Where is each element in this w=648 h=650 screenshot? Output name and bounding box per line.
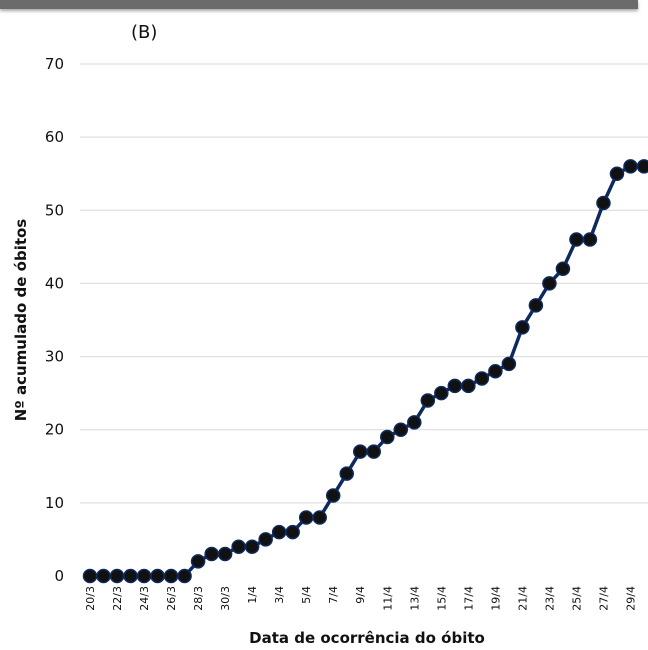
x-tick-label: 15/4 (435, 586, 448, 611)
data-point (582, 232, 598, 247)
x-tick-label: 9/4 (354, 586, 367, 604)
data-point (420, 393, 436, 408)
data-point (285, 524, 300, 540)
data-point (515, 320, 530, 335)
data-point (488, 363, 503, 379)
x-tick-label: 29/4 (624, 586, 637, 611)
data-point (271, 524, 287, 540)
data-point (325, 488, 341, 503)
data-point (474, 371, 490, 386)
data-point (244, 539, 260, 554)
data-point (352, 444, 368, 459)
header-bar (0, 0, 638, 9)
gridlines (80, 63, 648, 504)
y-tick-label: 0 (54, 567, 64, 585)
data-point (150, 568, 165, 584)
x-tick-label: 24/3 (138, 586, 151, 611)
y-tick-label: 50 (45, 201, 64, 219)
data-point (542, 276, 557, 291)
data-point (380, 429, 395, 445)
y-tick-labels: 0 10 20 30 40 50 60 70 (45, 55, 64, 585)
data-point (231, 539, 246, 554)
x-tick-label: 28/3 (192, 586, 205, 611)
y-axis-title: Nº acumulado de óbitos (12, 219, 30, 422)
x-tick-label: 21/4 (516, 586, 529, 611)
data-point (123, 568, 138, 584)
x-tick-label: 13/4 (408, 586, 421, 611)
y-tick-label: 10 (45, 494, 64, 512)
data-point (555, 261, 571, 277)
data-points (82, 159, 648, 584)
data-point (609, 166, 625, 181)
x-tick-label: 7/4 (327, 586, 340, 604)
data-point (339, 466, 354, 481)
x-tick-label: 19/4 (489, 586, 502, 611)
data-point (434, 385, 449, 401)
x-tick-label: 22/3 (111, 586, 124, 611)
x-tick-label: 25/4 (570, 586, 583, 611)
data-point (312, 510, 327, 525)
data-point (217, 546, 233, 562)
x-tick-label: 26/3 (165, 586, 178, 611)
data-point (461, 378, 476, 394)
data-point (393, 422, 409, 437)
data-point (82, 568, 98, 584)
x-tick-label: 20/3 (84, 586, 97, 611)
x-tick-label: 23/4 (543, 586, 556, 611)
data-point (177, 568, 192, 584)
data-point (501, 356, 517, 372)
x-tick-label: 27/4 (597, 586, 610, 611)
x-tick-label: 1/4 (246, 586, 259, 604)
x-tick-label: 30/3 (219, 586, 232, 611)
x-tick-label: 17/4 (462, 586, 475, 611)
data-point (636, 159, 648, 174)
x-tick-label: 3/4 (273, 586, 286, 604)
x-tick-label: 5/4 (300, 586, 313, 604)
data-point (447, 378, 463, 394)
data-point (569, 232, 584, 247)
y-tick-label: 30 (45, 348, 64, 366)
data-point (204, 546, 219, 562)
data-point (136, 568, 152, 584)
data-point (298, 510, 314, 525)
data-point (623, 159, 638, 174)
data-point (258, 532, 273, 547)
x-tick-labels: 20/3 22/3 24/3 26/3 28/3 30/3 1/4 3/4 5/4 7/4 9/4 1… (84, 586, 637, 611)
x-tick-label: 11/4 (381, 586, 394, 611)
x-axis-title: Data de ocorrência do óbito (249, 629, 485, 647)
series-line (90, 164, 644, 578)
panel-label: (B) (131, 22, 158, 43)
data-point (190, 554, 206, 569)
data-point (407, 415, 422, 430)
data-point (163, 568, 179, 584)
y-tick-label: 60 (45, 128, 64, 146)
data-point (528, 298, 544, 313)
data-point (109, 568, 125, 584)
y-tick-label: 70 (45, 55, 64, 73)
data-point (596, 195, 611, 211)
data-point (96, 568, 111, 584)
y-tick-label: 40 (45, 274, 64, 292)
y-tick-label: 20 (45, 421, 64, 439)
data-point (366, 444, 382, 459)
